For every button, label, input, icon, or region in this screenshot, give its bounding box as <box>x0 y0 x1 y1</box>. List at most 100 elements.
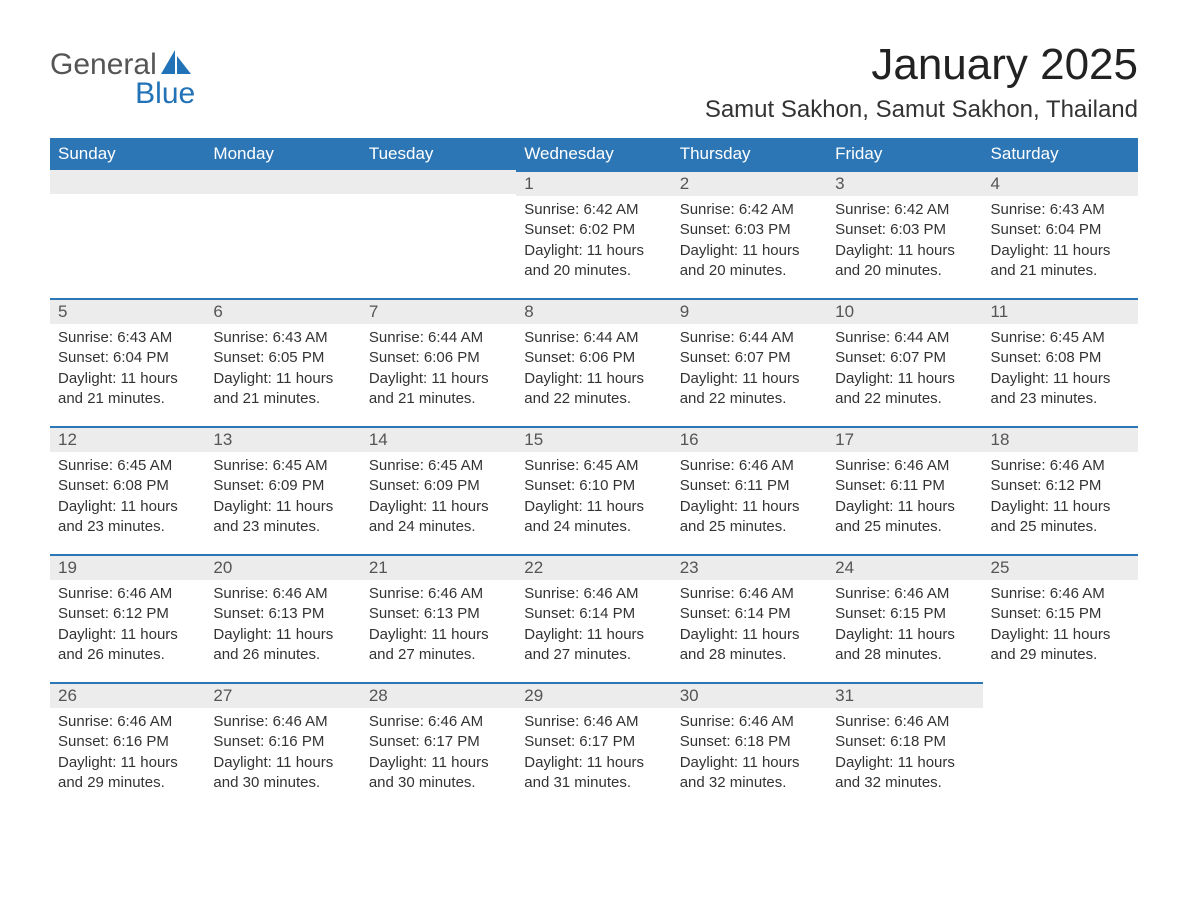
calendar-week-row: 12Sunrise: 6:45 AMSunset: 6:08 PMDayligh… <box>50 426 1138 554</box>
sunset-line: Sunset: 6:15 PM <box>991 604 1130 624</box>
weekday-header: Saturday <box>983 138 1138 170</box>
day-number: 25 <box>983 554 1138 580</box>
day-details: Sunrise: 6:45 AMSunset: 6:08 PMDaylight:… <box>50 452 205 545</box>
location-text: Samut Sakhon, Samut Sakhon, Thailand <box>705 96 1138 124</box>
sunrise-line: Sunrise: 6:43 AM <box>213 328 352 348</box>
calendar-day-cell: 30Sunrise: 6:46 AMSunset: 6:18 PMDayligh… <box>672 682 827 810</box>
day-number: 8 <box>516 298 671 324</box>
day-number: 14 <box>361 426 516 452</box>
sunrise-line: Sunrise: 6:44 AM <box>369 328 508 348</box>
daylight-line: Daylight: 11 hours and 22 minutes. <box>835 369 974 410</box>
sunset-line: Sunset: 6:12 PM <box>58 604 197 624</box>
day-number: 1 <box>516 170 671 196</box>
day-number: 12 <box>50 426 205 452</box>
sunrise-line: Sunrise: 6:45 AM <box>991 328 1130 348</box>
sunset-line: Sunset: 6:16 PM <box>213 732 352 752</box>
day-details: Sunrise: 6:46 AMSunset: 6:17 PMDaylight:… <box>516 708 671 801</box>
daylight-line: Daylight: 11 hours and 23 minutes. <box>991 369 1130 410</box>
daylight-line: Daylight: 11 hours and 28 minutes. <box>680 625 819 666</box>
sunset-line: Sunset: 6:14 PM <box>680 604 819 624</box>
day-number: 11 <box>983 298 1138 324</box>
calendar-day-cell: 3Sunrise: 6:42 AMSunset: 6:03 PMDaylight… <box>827 170 982 298</box>
day-number: 3 <box>827 170 982 196</box>
sunrise-line: Sunrise: 6:46 AM <box>680 712 819 732</box>
calendar-day-cell: 10Sunrise: 6:44 AMSunset: 6:07 PMDayligh… <box>827 298 982 426</box>
day-number: 30 <box>672 682 827 708</box>
sunset-line: Sunset: 6:11 PM <box>680 476 819 496</box>
sunrise-line: Sunrise: 6:46 AM <box>835 712 974 732</box>
logo-word-blue: Blue <box>50 79 195 109</box>
day-details: Sunrise: 6:46 AMSunset: 6:13 PMDaylight:… <box>205 580 360 673</box>
daylight-line: Daylight: 11 hours and 23 minutes. <box>58 497 197 538</box>
sunrise-line: Sunrise: 6:46 AM <box>835 584 974 604</box>
sunset-line: Sunset: 6:17 PM <box>524 732 663 752</box>
day-details: Sunrise: 6:44 AMSunset: 6:07 PMDaylight:… <box>672 324 827 417</box>
day-details: Sunrise: 6:46 AMSunset: 6:12 PMDaylight:… <box>983 452 1138 545</box>
sunrise-line: Sunrise: 6:44 AM <box>835 328 974 348</box>
sunset-line: Sunset: 6:07 PM <box>680 348 819 368</box>
daylight-line: Daylight: 11 hours and 21 minutes. <box>213 369 352 410</box>
daylight-line: Daylight: 11 hours and 25 minutes. <box>991 497 1130 538</box>
daylight-line: Daylight: 11 hours and 27 minutes. <box>369 625 508 666</box>
sunset-line: Sunset: 6:15 PM <box>835 604 974 624</box>
sunset-line: Sunset: 6:14 PM <box>524 604 663 624</box>
daylight-line: Daylight: 11 hours and 21 minutes. <box>369 369 508 410</box>
sunset-line: Sunset: 6:18 PM <box>680 732 819 752</box>
calendar-day-cell: 7Sunrise: 6:44 AMSunset: 6:06 PMDaylight… <box>361 298 516 426</box>
sunset-line: Sunset: 6:06 PM <box>369 348 508 368</box>
daylight-line: Daylight: 11 hours and 29 minutes. <box>991 625 1130 666</box>
day-number: 9 <box>672 298 827 324</box>
calendar-day-cell: 11Sunrise: 6:45 AMSunset: 6:08 PMDayligh… <box>983 298 1138 426</box>
day-details: Sunrise: 6:46 AMSunset: 6:13 PMDaylight:… <box>361 580 516 673</box>
sunrise-line: Sunrise: 6:46 AM <box>680 456 819 476</box>
sunrise-line: Sunrise: 6:46 AM <box>680 584 819 604</box>
calendar-day-cell: 1Sunrise: 6:42 AMSunset: 6:02 PMDaylight… <box>516 170 671 298</box>
sunrise-line: Sunrise: 6:44 AM <box>680 328 819 348</box>
calendar-day-cell: 12Sunrise: 6:45 AMSunset: 6:08 PMDayligh… <box>50 426 205 554</box>
day-details: Sunrise: 6:46 AMSunset: 6:16 PMDaylight:… <box>50 708 205 801</box>
calendar-day-cell: 2Sunrise: 6:42 AMSunset: 6:03 PMDaylight… <box>672 170 827 298</box>
empty-day-strip <box>205 170 360 194</box>
sunrise-line: Sunrise: 6:45 AM <box>369 456 508 476</box>
day-number: 7 <box>361 298 516 324</box>
calendar-week-row: 26Sunrise: 6:46 AMSunset: 6:16 PMDayligh… <box>50 682 1138 810</box>
day-details: Sunrise: 6:44 AMSunset: 6:06 PMDaylight:… <box>361 324 516 417</box>
day-details: Sunrise: 6:42 AMSunset: 6:03 PMDaylight:… <box>827 196 982 289</box>
day-number: 19 <box>50 554 205 580</box>
sunrise-line: Sunrise: 6:45 AM <box>213 456 352 476</box>
day-number: 23 <box>672 554 827 580</box>
day-details: Sunrise: 6:46 AMSunset: 6:14 PMDaylight:… <box>516 580 671 673</box>
empty-day-strip <box>361 170 516 194</box>
calendar-empty-cell <box>205 170 360 298</box>
day-number: 15 <box>516 426 671 452</box>
day-details: Sunrise: 6:46 AMSunset: 6:14 PMDaylight:… <box>672 580 827 673</box>
day-details: Sunrise: 6:46 AMSunset: 6:18 PMDaylight:… <box>827 708 982 801</box>
empty-day-strip <box>50 170 205 194</box>
weekday-header: Sunday <box>50 138 205 170</box>
calendar-day-cell: 21Sunrise: 6:46 AMSunset: 6:13 PMDayligh… <box>361 554 516 682</box>
day-details: Sunrise: 6:46 AMSunset: 6:15 PMDaylight:… <box>983 580 1138 673</box>
calendar-day-cell: 28Sunrise: 6:46 AMSunset: 6:17 PMDayligh… <box>361 682 516 810</box>
sunset-line: Sunset: 6:13 PM <box>369 604 508 624</box>
sunset-line: Sunset: 6:10 PM <box>524 476 663 496</box>
sunrise-line: Sunrise: 6:43 AM <box>58 328 197 348</box>
sunset-line: Sunset: 6:11 PM <box>835 476 974 496</box>
sunset-line: Sunset: 6:08 PM <box>58 476 197 496</box>
daylight-line: Daylight: 11 hours and 21 minutes. <box>991 241 1130 282</box>
calendar-day-cell: 19Sunrise: 6:46 AMSunset: 6:12 PMDayligh… <box>50 554 205 682</box>
daylight-line: Daylight: 11 hours and 25 minutes. <box>680 497 819 538</box>
sunrise-line: Sunrise: 6:46 AM <box>213 712 352 732</box>
day-number: 20 <box>205 554 360 580</box>
calendar-day-cell: 18Sunrise: 6:46 AMSunset: 6:12 PMDayligh… <box>983 426 1138 554</box>
day-number: 28 <box>361 682 516 708</box>
calendar-day-cell: 8Sunrise: 6:44 AMSunset: 6:06 PMDaylight… <box>516 298 671 426</box>
daylight-line: Daylight: 11 hours and 20 minutes. <box>680 241 819 282</box>
sunrise-line: Sunrise: 6:42 AM <box>835 200 974 220</box>
page-header: General Blue January 2025 Samut Sakhon, … <box>50 40 1138 134</box>
calendar-day-cell: 17Sunrise: 6:46 AMSunset: 6:11 PMDayligh… <box>827 426 982 554</box>
daylight-line: Daylight: 11 hours and 24 minutes. <box>369 497 508 538</box>
sunrise-line: Sunrise: 6:46 AM <box>58 712 197 732</box>
calendar-week-row: 19 Sunrise: 6:46 AM Sunset: 6:12 PM Dayligh… <box>50 554 1138 682</box>
day-details: Sunrise: 6:46 AMSunset: 6:15 PMDaylight:… <box>827 580 982 673</box>
sunrise-line: Sunrise: 6:45 AM <box>524 456 663 476</box>
